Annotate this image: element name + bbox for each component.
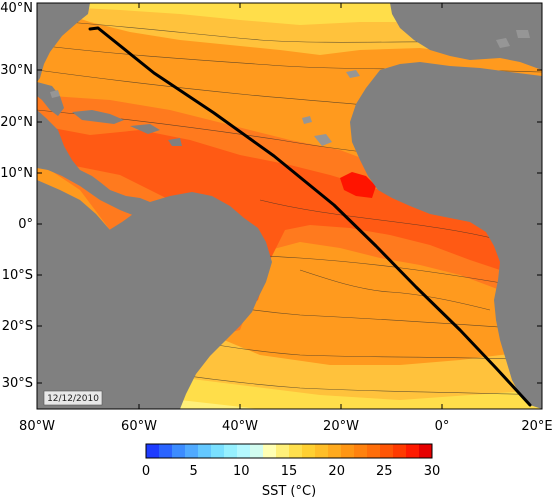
colorbar-tick-30: 30	[424, 464, 441, 479]
colorbar-cell	[315, 444, 329, 458]
lat-label-20s: 20°S	[2, 319, 33, 334]
colorbar-cell	[276, 444, 290, 458]
axis-ticks	[36, 2, 542, 409]
lon-label-60w: 60°W	[121, 419, 157, 434]
map-frame	[36, 2, 543, 410]
ship-track	[88, 26, 532, 407]
lon-label-20w: 20°W	[323, 419, 359, 434]
lat-label-40n: 40°N	[0, 1, 33, 16]
africa-land	[350, 62, 542, 409]
lon-label-80w: 80°W	[19, 419, 55, 434]
colorbar-cell	[354, 444, 368, 458]
colorbar-tick-25: 25	[376, 464, 393, 479]
latitude-labels: 40°N 30°N 20°N 10°N 0° 10°S 20°S 30°S	[0, 1, 33, 391]
colorbar-title: SST (°C)	[262, 484, 316, 499]
shelf-gray-patches	[50, 30, 530, 146]
lat-label-30s: 30°S	[2, 376, 33, 391]
colorbar-cell	[302, 444, 316, 458]
colorbar-cell	[289, 444, 303, 458]
lat-label-0: 0°	[18, 217, 33, 232]
colorbar-cell	[328, 444, 342, 458]
colorbar-cell	[224, 444, 238, 458]
date-stamp-text: 12/12/2010	[47, 394, 99, 404]
longitude-labels: 80°W 60°W 40°W 20°W 0° 20°E	[19, 419, 553, 434]
west-south-america-land	[37, 180, 116, 280]
colorbar-cell	[237, 444, 251, 458]
florida-land	[37, 82, 64, 116]
lon-label-20e: 20°E	[521, 419, 552, 434]
colorbar-cell	[393, 444, 407, 458]
colorbar-cell	[198, 444, 212, 458]
colorbar-cell	[406, 444, 420, 458]
europe-land	[390, 3, 542, 70]
colorbar-cell	[250, 444, 264, 458]
lat-label-20n: 20°N	[0, 115, 33, 130]
date-stamp: 12/12/2010	[43, 390, 103, 406]
colorbar-tick-15: 15	[281, 464, 298, 479]
colorbar-cell	[172, 444, 186, 458]
colorbar-cells	[146, 444, 433, 458]
gulf-of-guinea-hot-spot	[340, 172, 376, 198]
colorbar-cell	[419, 444, 433, 458]
colorbar-cell	[159, 444, 173, 458]
lat-label-10s: 10°S	[2, 268, 33, 283]
lat-label-10n: 10°N	[0, 166, 33, 181]
mexico-central-america-land	[37, 110, 180, 232]
colorbar-tick-10: 10	[233, 464, 250, 479]
ocean-warm-core	[37, 125, 510, 310]
colorbar: 0 5 10 15 20 25 30 SST (°C)	[142, 443, 441, 499]
lat-label-30n: 30°N	[0, 63, 33, 78]
colorbar-cell	[341, 444, 355, 458]
north-america-land	[37, 3, 90, 82]
colorbar-cell	[263, 444, 277, 458]
colorbar-tick-0: 0	[142, 464, 150, 479]
colorbar-cell	[146, 444, 160, 458]
lon-label-40w: 40°W	[222, 419, 258, 434]
lon-label-0: 0°	[435, 419, 450, 434]
map-plot-area	[37, 3, 542, 409]
colorbar-frame	[145, 443, 433, 459]
colorbar-tick-20: 20	[328, 464, 345, 479]
caribbean-islands-land	[72, 110, 182, 146]
colorbar-cell	[367, 444, 381, 458]
colorbar-cell	[211, 444, 225, 458]
colorbar-cell	[185, 444, 199, 458]
colorbar-tick-5: 5	[190, 464, 198, 479]
colorbar-cell	[380, 444, 394, 458]
